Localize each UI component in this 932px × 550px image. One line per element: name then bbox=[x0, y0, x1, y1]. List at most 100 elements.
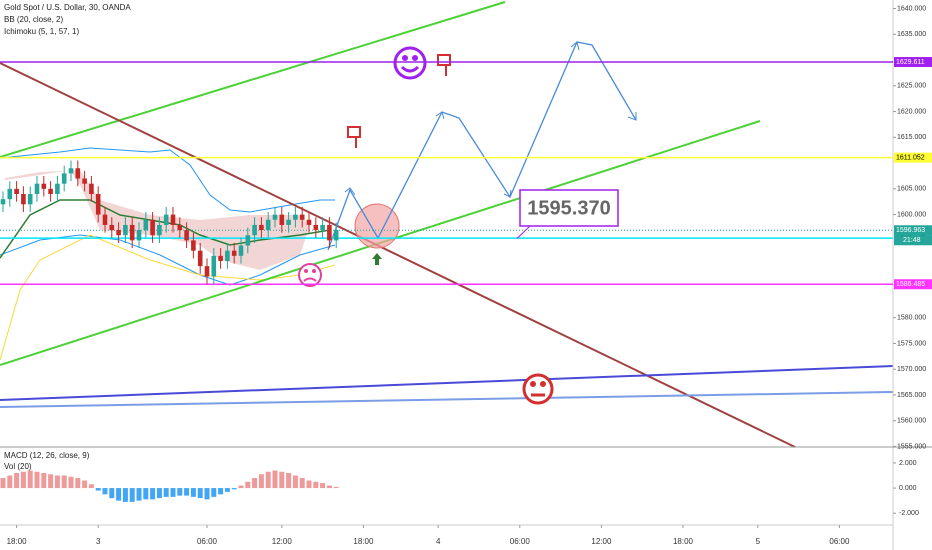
candle-body bbox=[55, 183, 60, 195]
candle-body bbox=[102, 214, 108, 225]
x-tick-label: 4 bbox=[436, 537, 441, 546]
histogram-bar bbox=[48, 474, 54, 489]
histogram-bar bbox=[286, 473, 292, 489]
histogram-bar bbox=[231, 488, 237, 490]
candle-body bbox=[14, 188, 19, 195]
candle-body bbox=[116, 230, 121, 236]
histogram-bar bbox=[272, 470, 278, 489]
y-tick-label: 1625.000 bbox=[897, 83, 926, 90]
candle-body bbox=[61, 173, 67, 184]
price-label: 1611.052 bbox=[896, 155, 925, 162]
histogram-bar bbox=[116, 488, 122, 501]
y-tick-label: 1565.000 bbox=[897, 392, 926, 399]
y-tick-label: 1640.000 bbox=[897, 5, 926, 12]
histogram-bar bbox=[129, 488, 135, 502]
candle-body bbox=[272, 214, 278, 220]
price-label-box bbox=[894, 152, 932, 163]
x-tick-label: 06:00 bbox=[197, 537, 218, 546]
ichimoku-line bbox=[0, 234, 336, 361]
y-tick-label: 1620.000 bbox=[897, 108, 926, 115]
histogram-bar bbox=[122, 488, 128, 502]
candle-body bbox=[68, 168, 74, 174]
candle-body bbox=[89, 183, 94, 195]
x-tick-label: 5 bbox=[756, 537, 761, 546]
histogram-bar bbox=[265, 471, 271, 489]
candle-body bbox=[34, 183, 40, 195]
candle-body bbox=[0, 199, 6, 205]
y-tick-label: 1560.000 bbox=[897, 418, 926, 425]
arrow-head bbox=[570, 41, 580, 51]
price-label-box bbox=[894, 57, 932, 68]
histogram-bar bbox=[156, 488, 162, 499]
candle-body bbox=[191, 240, 196, 251]
arrow-head bbox=[344, 187, 356, 196]
histogram-bar bbox=[184, 488, 190, 496]
x-tick-label: 12:00 bbox=[272, 537, 293, 546]
histogram-bar bbox=[109, 488, 115, 499]
candle-body bbox=[333, 230, 339, 241]
trend-line bbox=[0, 62, 796, 448]
candle-body bbox=[327, 224, 332, 241]
histogram-bar bbox=[61, 475, 67, 489]
x-tick-label: 18:00 bbox=[673, 537, 694, 546]
histogram-bar bbox=[197, 488, 203, 499]
histogram-bar bbox=[170, 488, 176, 497]
arrow-head bbox=[503, 189, 512, 198]
x-tick-label: 18:00 bbox=[353, 537, 374, 546]
y-tick-label: 1575.000 bbox=[897, 340, 926, 347]
arrow-head bbox=[435, 111, 445, 120]
x-tick-label: 06:00 bbox=[510, 537, 531, 546]
up-marker bbox=[372, 253, 382, 265]
histogram-bar bbox=[95, 488, 101, 491]
annotation-box bbox=[519, 189, 619, 227]
indicator-label: Ichimoku (5, 1, 57, 1) bbox=[4, 27, 79, 36]
histogram-bar bbox=[258, 474, 264, 489]
smiley bbox=[393, 46, 427, 80]
histogram-bar bbox=[0, 478, 6, 489]
arrow-head bbox=[627, 112, 637, 121]
countdown-box bbox=[894, 235, 932, 246]
histogram-bar bbox=[177, 488, 183, 496]
candle-body bbox=[218, 255, 223, 261]
indicator-label: MACD (12, 26, close, 9) bbox=[4, 451, 90, 460]
candle-body bbox=[197, 250, 203, 267]
candle-body bbox=[238, 245, 244, 256]
x-tick-label: 12:00 bbox=[591, 537, 612, 546]
y-tick-label: -2.000 bbox=[899, 510, 919, 517]
price-label-box bbox=[894, 225, 932, 236]
y-tick-label: 2.000 bbox=[899, 460, 917, 467]
histogram-bar bbox=[143, 488, 149, 500]
candle-body bbox=[299, 214, 305, 220]
y-tick-label: 1570.000 bbox=[897, 366, 926, 373]
candle-body bbox=[82, 178, 87, 184]
histogram-bar bbox=[204, 488, 210, 500]
candle-body bbox=[211, 255, 217, 277]
candle-body bbox=[265, 219, 271, 231]
y-tick-label: 1580.000 bbox=[897, 315, 926, 322]
candle-body bbox=[41, 183, 47, 189]
histogram-bar bbox=[333, 486, 339, 489]
candle-body bbox=[225, 250, 230, 261]
histogram-bar bbox=[82, 480, 88, 489]
candle-body bbox=[109, 224, 115, 231]
candle-body bbox=[123, 224, 128, 236]
x-tick-label: 06:00 bbox=[829, 537, 850, 546]
histogram-bar bbox=[34, 471, 40, 489]
histogram-bar bbox=[306, 480, 312, 489]
candle-body bbox=[177, 224, 183, 231]
candle-body bbox=[231, 250, 237, 256]
histogram-bar bbox=[211, 488, 217, 497]
neutral-face bbox=[522, 373, 554, 405]
trend-line bbox=[0, 1, 506, 158]
candle-body bbox=[320, 224, 325, 231]
candle-body bbox=[306, 219, 312, 225]
histogram-bar bbox=[102, 488, 108, 495]
histogram-bar bbox=[163, 488, 169, 497]
histogram-bar bbox=[14, 473, 20, 489]
indicator-label: BB (20, close, 2) bbox=[4, 15, 63, 24]
x-tick-label: 3 bbox=[96, 537, 101, 546]
candle-body bbox=[143, 219, 149, 231]
price-label: 1586.485 bbox=[896, 281, 925, 288]
candle-body bbox=[204, 266, 210, 277]
